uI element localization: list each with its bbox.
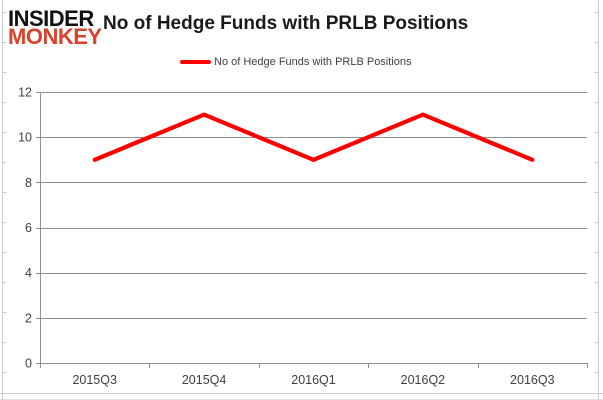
- chart-legend: No of Hedge Funds with PRLB Positions: [180, 56, 412, 68]
- svg-text:2015Q3: 2015Q3: [72, 373, 117, 387]
- x-axis-labels: 2015Q3 2015Q4 2016Q1 2016Q2 2016Q3: [72, 373, 554, 387]
- axes: [36, 92, 588, 368]
- series-line: [92, 112, 535, 163]
- chart-title: No of Hedge Funds with PRLB Positions: [103, 13, 469, 34]
- legend-line-marker: [180, 60, 211, 64]
- svg-text:6: 6: [25, 221, 32, 235]
- svg-text:2: 2: [25, 311, 32, 325]
- svg-text:12: 12: [18, 86, 32, 100]
- svg-text:2016Q3: 2016Q3: [510, 373, 555, 387]
- gridlines: [40, 92, 587, 319]
- svg-text:10: 10: [18, 131, 32, 145]
- svg-text:0: 0: [25, 357, 32, 371]
- legend-label: No of Hedge Funds with PRLB Positions: [214, 56, 412, 68]
- logo-text-insider: INSIDER: [8, 6, 94, 31]
- svg-text:8: 8: [25, 176, 32, 190]
- svg-text:4: 4: [25, 266, 32, 280]
- logo-text-monkey: MONKEY: [8, 24, 102, 49]
- svg-text:2016Q1: 2016Q1: [291, 373, 336, 387]
- insider-monkey-logo: INSIDER MONKEY: [8, 6, 102, 49]
- svg-text:2016Q2: 2016Q2: [401, 373, 446, 387]
- svg-text:2015Q4: 2015Q4: [182, 373, 227, 387]
- y-axis-labels: 0 2 4 6 8 10 12: [18, 86, 32, 371]
